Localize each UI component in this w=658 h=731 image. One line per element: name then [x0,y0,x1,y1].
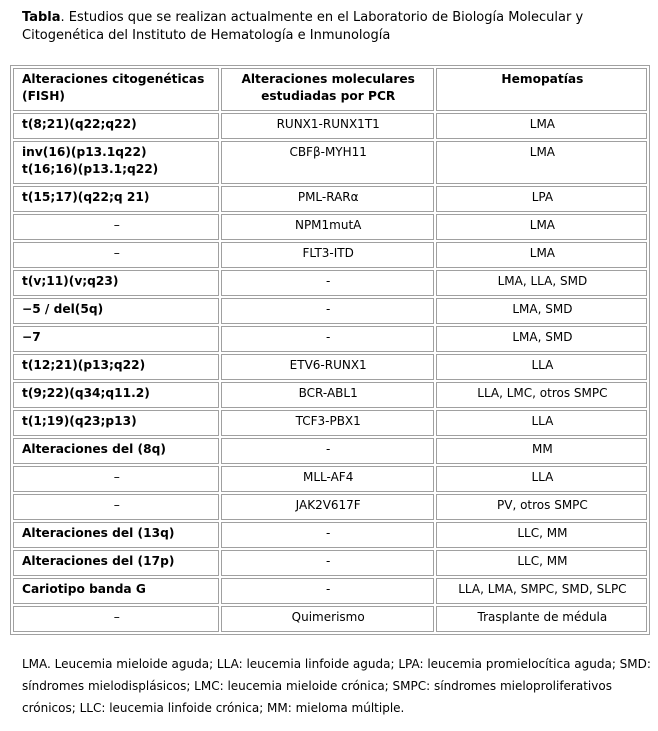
cell-fish: −5 / del(5q) [13,298,219,324]
cell-pcr: - [220,550,434,576]
table-row: t(12;21)(p13;q22) ETV6-RUNX1 LLA [13,354,647,380]
cell-fish: – [13,466,219,492]
header-pcr: Alteraciones moleculares estudiadas por … [220,68,434,111]
studies-table: Alteraciones citogenéticas (FISH) Altera… [10,65,650,635]
cell-hemopathy: LMA [435,113,647,139]
cell-hemopathy: LMA, LLA, SMD [435,270,647,296]
table-row: Alteraciones del (17p) - LLC, MM [13,550,647,576]
cell-pcr: - [220,326,434,352]
cell-fish: t(v;11)(v;q23) [13,270,219,296]
header-fish: Alteraciones citogenéticas (FISH) [13,68,219,111]
cell-fish: Alteraciones del (8q) [13,438,219,464]
cell-hemopathy: LLA [435,466,647,492]
cell-pcr: Quimerismo [220,606,434,632]
header-hemopathies: Hemopatías [435,68,647,111]
cell-pcr: RUNX1-RUNX1T1 [220,113,434,139]
table-row: t(15;17)(q22;q 21) PML-RARα LPA [13,186,647,212]
table-caption: Tabla. Estudios que se realizan actualme… [22,9,642,45]
abbreviations-note: LMA. Leucemia mieloide aguda; LLA: leuce… [22,657,651,715]
caption-label: Tabla [22,10,61,25]
cell-pcr: CBFβ-MYH11 [220,141,434,184]
cell-fish: Cariotipo banda G [13,578,219,604]
table-row: – MLL-AF4 LLA [13,466,647,492]
cell-hemopathy: LMA [435,214,647,240]
cell-fish: t(9;22)(q34;q11.2) [13,382,219,408]
table-row: t(9;22)(q34;q11.2) BCR-ABL1 LLA, LMC, otro… [13,382,647,408]
table-row: – Quimerismo Trasplante de médula [13,606,647,632]
cell-fish: inv(16)(p13.1q22) t(16;16)(p13.1;q22) [13,141,219,184]
table-row: t(8;21)(q22;q22) RUNX1-RUNX1T1 LMA [13,113,647,139]
table-row: Alteraciones del (13q) - LLC, MM [13,522,647,548]
cell-pcr: JAK2V617F [220,494,434,520]
cell-hemopathy: LLA [435,354,647,380]
cell-pcr: ETV6-RUNX1 [220,354,434,380]
cell-hemopathy: LLA, LMC, otros SMPC [435,382,647,408]
cell-hemopathy: LLC, MM [435,550,647,576]
table-row: t(1;19)(q23;p13) TCF3-PBX1 LLA [13,410,647,436]
table-row: Alteraciones del (8q) - MM [13,438,647,464]
cell-pcr: MLL-AF4 [220,466,434,492]
caption-text: . Estudios que se realizan actualmente e… [22,10,584,43]
table-row: – FLT3-ITD LMA [13,242,647,268]
cell-fish: −7 [13,326,219,352]
cell-fish: t(15;17)(q22;q 21) [13,186,219,212]
table-row: t(v;11)(v;q23) - LMA, LLA, SMD [13,270,647,296]
table-row: −7- LMA, SMD [13,326,647,352]
cell-fish: – [13,214,219,240]
table-row: Cariotipo banda G - LLA, LMA, SMPC, SMD, S… [13,578,647,604]
cell-pcr: PML-RARα [220,186,434,212]
table-row: −5 / del(5q) - LMA, SMD [13,298,647,324]
cell-fish: t(8;21)(q22;q22) [13,113,219,139]
cell-hemopathy: LLA, LMA, SMPC, SMD, SLPC [435,578,647,604]
cell-hemopathy: Trasplante de médula [435,606,647,632]
table-row: – NPM1mutA LMA [13,214,647,240]
cell-pcr: - [220,438,434,464]
cell-hemopathy: LLC, MM [435,522,647,548]
cell-pcr: - [220,578,434,604]
cell-pcr: - [220,270,434,296]
cell-hemopathy: LLA [435,410,647,436]
cell-pcr: FLT3-ITD [220,242,434,268]
cell-hemopathy: LMA [435,242,647,268]
table-header-row: Alteraciones citogenéticas (FISH) Altera… [13,68,647,111]
cell-pcr: BCR-ABL1 [220,382,434,408]
table-row: inv(16)(p13.1q22) t(16;16)(p13.1;q22) CBF… [13,141,647,184]
cell-pcr: TCF3-PBX1 [220,410,434,436]
cell-fish: Alteraciones del (17p) [13,550,219,576]
cell-fish: t(1;19)(q23;p13) [13,410,219,436]
cell-fish: t(12;21)(p13;q22) [13,354,219,380]
cell-pcr: NPM1mutA [220,214,434,240]
cell-hemopathy: MM [435,438,647,464]
cell-fish: – [13,494,219,520]
cell-hemopathy: PV, otros SMPC [435,494,647,520]
cell-fish: – [13,242,219,268]
cell-hemopathy: LMA [435,141,647,184]
cell-hemopathy: LMA, SMD [435,298,647,324]
cell-hemopathy: LMA, SMD [435,326,647,352]
cell-fish: – [13,606,219,632]
cell-pcr: - [220,298,434,324]
cell-hemopathy: LPA [435,186,647,212]
table-row: – JAK2V617F PV, otros SMPC [13,494,647,520]
cell-fish: Alteraciones del (13q) [13,522,219,548]
table-body: t(8;21)(q22;q22) RUNX1-RUNX1T1 LMA inv(16)(… [13,113,647,632]
cell-pcr: - [220,522,434,548]
